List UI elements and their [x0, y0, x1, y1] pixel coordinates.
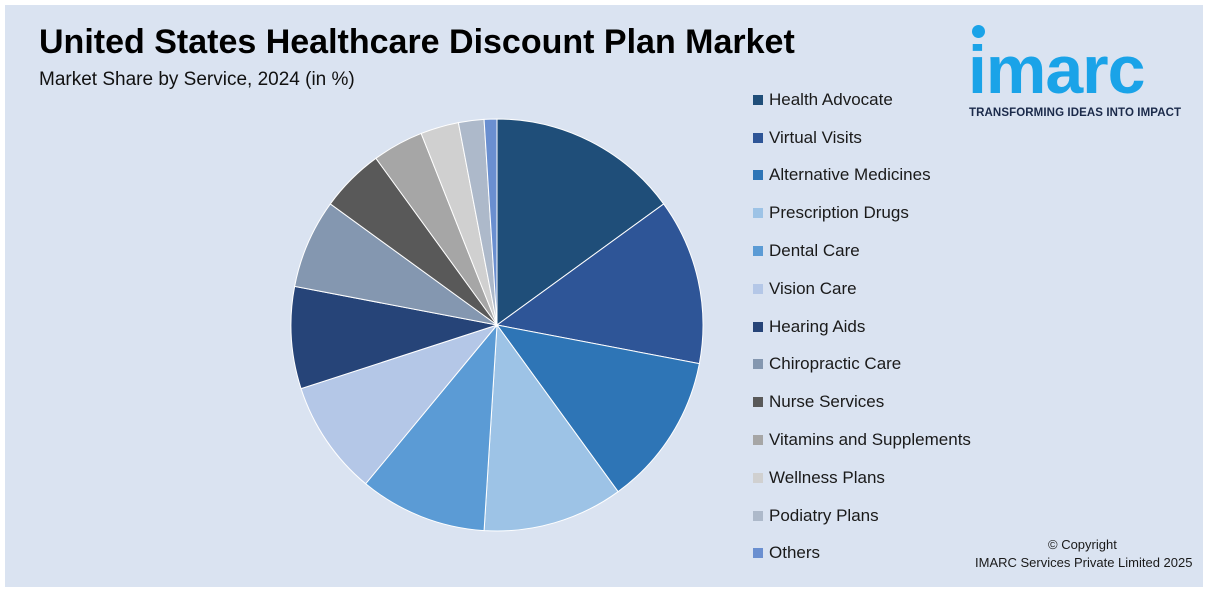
legend-item: Nurse Services	[753, 383, 1013, 421]
legend-label: Dental Care	[769, 241, 860, 261]
legend-label: Chiropractic Care	[769, 354, 902, 374]
legend-item: Vision Care	[753, 270, 1013, 308]
logo-wordmark: imarc	[968, 32, 1145, 108]
pie-slice-alternative-medicines	[495, 324, 700, 493]
legend-swatch	[753, 359, 763, 370]
legend-label: Vision Care	[769, 278, 857, 298]
pie-slice-prescription-drugs	[483, 323, 619, 532]
pie-slice-vision-care	[300, 323, 499, 485]
legend-label: Nurse Services	[769, 392, 885, 412]
legend-swatch	[753, 397, 763, 408]
legend-swatch	[753, 170, 763, 181]
legend-item: Vitamins and Supplements	[753, 421, 1013, 459]
legend-swatch	[753, 132, 763, 143]
legend-swatch	[753, 435, 763, 446]
legend-swatch	[753, 208, 763, 219]
legend-swatch	[753, 283, 763, 294]
legend-label: Wellness Plans	[769, 467, 885, 487]
pie-slice-hearing-aids	[290, 285, 498, 390]
legend-label: Prescription Drugs	[769, 203, 909, 223]
legend-label: Health Advocate	[769, 89, 893, 109]
legend-item: Virtual Visits	[753, 119, 1013, 157]
legend-swatch	[753, 94, 763, 105]
legend-label: Virtual Visits	[769, 127, 862, 147]
legend-swatch	[753, 510, 763, 521]
legend-label: Alternative Medicines	[769, 165, 931, 185]
company-text: IMARC Services Private Limited 2025	[975, 555, 1193, 570]
legend-item: Wellness Plans	[753, 459, 1013, 497]
chart-subtitle: Market Share by Service, 2024 (in %)	[39, 69, 355, 90]
legend-item: Prescription Drugs	[753, 194, 1013, 232]
pie-chart	[290, 118, 704, 532]
legend-label: Hearing Aids	[769, 316, 866, 336]
legend-item: Hearing Aids	[753, 308, 1013, 346]
imarc-logo: imarc TRANSFORMING IDEAS INTO IMPACT	[968, 23, 1198, 123]
legend-item: Dental Care	[753, 232, 1013, 270]
legend-swatch	[753, 472, 763, 483]
logo-dot	[972, 25, 985, 38]
copyright-text: © Copyright	[1048, 537, 1117, 552]
legend-swatch	[753, 246, 763, 257]
legend-item: Podiatry Plans	[753, 497, 1013, 535]
legend-item: Others	[753, 535, 1013, 573]
chart-legend: Health Advocate Virtual Visits Alternative…	[753, 81, 1013, 572]
legend-swatch	[753, 321, 763, 332]
legend-item: Alternative Medicines	[753, 157, 1013, 195]
pie-slice-health-advocate	[496, 118, 665, 326]
legend-label: Others	[769, 543, 821, 563]
legend-label: Podiatry Plans	[769, 505, 879, 525]
legend-label: Vitamins and Supplements	[769, 430, 971, 450]
pie-slice-virtual-visits	[495, 203, 704, 365]
legend-swatch	[753, 548, 763, 559]
legend-item: Health Advocate	[753, 81, 1013, 119]
logo-tagline: TRANSFORMING IDEAS INTO IMPACT	[969, 107, 1182, 119]
chart-panel: United States Healthcare Discount Plan M…	[5, 5, 1203, 587]
legend-item: Chiropractic Care	[753, 346, 1013, 384]
chart-title: United States Healthcare Discount Plan M…	[39, 23, 795, 61]
pie-slice-others	[483, 118, 498, 326]
pie-slice-dental-care	[364, 323, 498, 532]
